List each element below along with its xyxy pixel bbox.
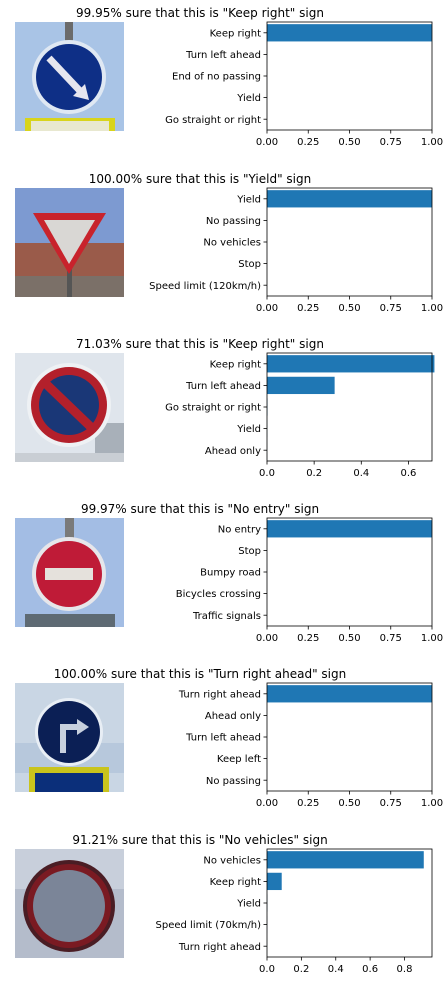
x-tick-label: 0.0 [259, 964, 275, 975]
x-tick-label: 0.2 [293, 964, 309, 975]
prediction-panel: 91.21% sure that this is "No vehicles" s… [0, 827, 445, 992]
y-tick-label: No passing [206, 776, 261, 787]
y-tick-label: Keep right [210, 877, 261, 888]
bar-chart: Keep right Turn left ahead Go straight or … [0, 331, 445, 496]
x-tick-label: 0.6 [362, 964, 378, 975]
y-tick-label: Turn right ahead [178, 689, 261, 700]
x-tick-label: 0.00 [256, 303, 278, 314]
bar-chart: No vehicles Keep right Yield Speed limit (7… [0, 827, 445, 992]
y-tick-label: Yield [236, 424, 261, 435]
y-tick-label: Traffic signals [192, 611, 261, 622]
bar-chart: Yield No passing No vehicles Stop Speed limi… [0, 166, 445, 331]
y-tick-label: Keep left [217, 754, 261, 765]
y-tick-label: No vehicles [203, 238, 261, 249]
y-tick-label: Turn left ahead [185, 50, 261, 61]
y-tick-label: Yield [236, 899, 261, 910]
y-tick-label: Go straight or right [165, 115, 261, 126]
bar-chart: Turn right ahead Ahead only Turn left ahea… [0, 661, 445, 826]
x-tick-label: 0.25 [297, 633, 319, 644]
x-tick-label: 0.50 [338, 798, 360, 809]
bar [267, 377, 335, 394]
x-tick-label: 0.75 [380, 798, 402, 809]
y-tick-label: End of no passing [172, 72, 261, 83]
y-tick-label: No vehicles [203, 855, 261, 866]
prediction-panel: 71.03% sure that this is "Keep right" si… [0, 331, 445, 496]
x-tick-label: 0.4 [353, 468, 369, 479]
y-tick-label: No entry [218, 524, 261, 535]
x-tick-label: 0.00 [256, 633, 278, 644]
y-tick-label: Ahead only [205, 446, 261, 457]
y-tick-label: Ahead only [205, 711, 261, 722]
prediction-panel: 99.95% sure that this is "Keep right" si… [0, 0, 445, 165]
bar [267, 355, 434, 372]
bar-chart: Keep right Turn left ahead End of no passi… [0, 0, 445, 165]
y-tick-label: Yield [236, 93, 261, 104]
x-tick-label: 0.25 [297, 798, 319, 809]
bar [267, 520, 432, 537]
x-tick-label: 0.00 [256, 798, 278, 809]
x-tick-label: 0.2 [306, 468, 322, 479]
y-tick-label: Speed limit (70km/h) [156, 920, 262, 931]
y-tick-label: Bicycles crossing [176, 589, 261, 600]
bar [267, 851, 424, 868]
x-tick-label: 0.0 [259, 468, 275, 479]
x-tick-label: 1.00 [421, 137, 443, 148]
x-tick-label: 0.00 [256, 137, 278, 148]
y-tick-label: Bumpy road [200, 568, 261, 579]
x-tick-label: 0.75 [380, 137, 402, 148]
x-tick-label: 0.50 [338, 137, 360, 148]
y-tick-label: Keep right [210, 359, 261, 370]
x-tick-label: 0.6 [400, 468, 416, 479]
y-tick-label: Speed limit (120km/h) [149, 281, 261, 292]
prediction-panel: 100.00% sure that this is "Turn right ah… [0, 661, 445, 826]
x-tick-label: 0.75 [380, 303, 402, 314]
bar [267, 873, 282, 890]
x-tick-label: 0.75 [380, 633, 402, 644]
x-tick-label: 0.25 [297, 303, 319, 314]
x-tick-label: 0.4 [328, 964, 344, 975]
x-tick-label: 1.00 [421, 633, 443, 644]
prediction-panel: 99.97% sure that this is "No entry" sign… [0, 496, 445, 661]
y-tick-label: Turn left ahead [185, 733, 261, 744]
x-tick-label: 0.25 [297, 137, 319, 148]
x-tick-label: 1.00 [421, 303, 443, 314]
y-tick-label: Stop [238, 546, 261, 557]
y-tick-label: Stop [238, 259, 261, 270]
bar-chart: No entry Stop Bumpy road Bicycles crossing T… [0, 496, 445, 661]
y-tick-label: Go straight or right [165, 403, 261, 414]
y-tick-label: Keep right [210, 28, 261, 39]
x-tick-label: 0.50 [338, 303, 360, 314]
y-tick-label: No passing [206, 216, 261, 227]
x-tick-label: 0.50 [338, 633, 360, 644]
x-tick-label: 0.8 [397, 964, 413, 975]
bar [267, 190, 432, 207]
x-tick-label: 1.00 [421, 798, 443, 809]
y-tick-label: Turn left ahead [185, 381, 261, 392]
y-tick-label: Yield [236, 194, 261, 205]
y-tick-label: Turn right ahead [178, 942, 261, 953]
bar [267, 24, 432, 41]
bar [267, 685, 432, 702]
